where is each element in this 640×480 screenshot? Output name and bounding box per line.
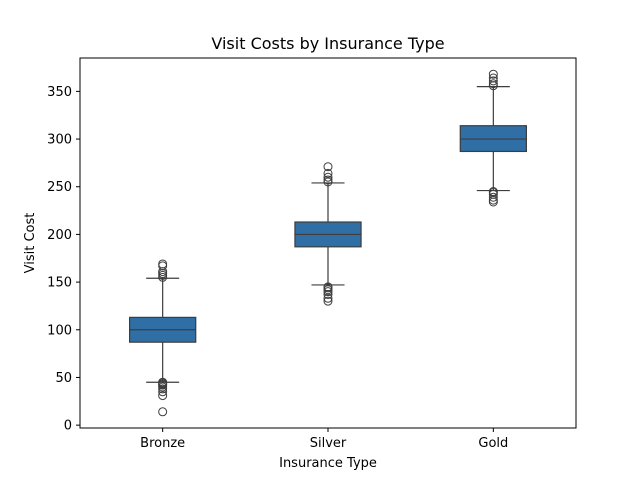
outlier-point [323, 172, 333, 182]
outlier-point [158, 391, 168, 401]
outlier-point [323, 168, 333, 178]
outlier-point [323, 293, 333, 303]
outlier-point [158, 259, 168, 269]
y-tick-label: 150 [47, 276, 72, 291]
outlier-point [488, 76, 498, 86]
y-tick-label: 350 [47, 85, 72, 100]
outlier-point [488, 187, 498, 197]
outlier-point [158, 407, 168, 417]
outlier-point [488, 69, 498, 79]
axes-frame [79, 57, 577, 429]
outlier-point [323, 162, 333, 172]
y-tick-label: 200 [47, 228, 72, 243]
outlier-point [323, 175, 333, 185]
x-tick-label: Silver [310, 436, 347, 451]
y-tick-label: 50 [55, 371, 72, 386]
outlier-point [158, 377, 168, 387]
x-axis-label: Insurance Type [279, 456, 377, 471]
outlier-point [323, 296, 333, 306]
y-tick-label: 300 [47, 133, 72, 148]
plot-area: 0 50 100 150 200 250 300 350 Bronze Silver Gold [47, 69, 527, 451]
outlier-point [488, 192, 498, 202]
y-tick-label: 100 [47, 323, 72, 338]
outlier-point [488, 73, 498, 83]
x-tick-label: Bronze [140, 436, 185, 451]
chart-title: Visit Costs by Insurance Type [211, 34, 444, 53]
y-tick-label: 0 [64, 419, 72, 434]
outlier-point [323, 282, 333, 292]
y-tick-label: 250 [47, 180, 72, 195]
y-axis-label: Visit Cost [23, 213, 38, 274]
outlier-point [488, 79, 498, 89]
x-tick-label: Gold [478, 436, 508, 451]
